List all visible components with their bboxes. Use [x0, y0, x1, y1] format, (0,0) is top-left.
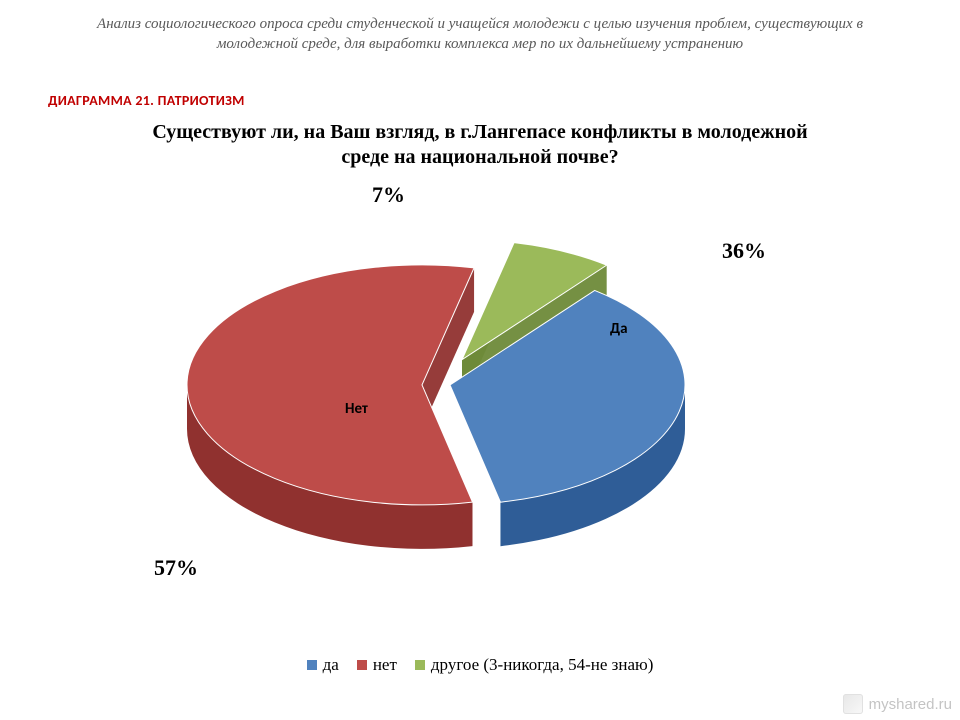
section-label: ДИАГРАММА 21. ПАТРИОТИЗМ [48, 92, 245, 109]
slice-label-net: Нет [345, 400, 368, 418]
pie-chart-3d [130, 175, 770, 605]
legend-item: нет [357, 655, 397, 675]
legend-text: нет [373, 655, 397, 675]
slice-label-da: Да [610, 320, 628, 338]
chart-legend: да нет другое (3-никогда, 54-не знаю) [0, 655, 960, 675]
watermark: myshared.ru [843, 694, 952, 714]
legend-text: другое (3-никогда, 54-не знаю) [431, 655, 654, 675]
legend-swatch [415, 660, 425, 670]
legend-text: да [323, 655, 339, 675]
legend-item: да [307, 655, 339, 675]
slide: Анализ социологического опроса среди сту… [0, 0, 960, 720]
header-subtitle: Анализ социологического опроса среди сту… [0, 14, 960, 55]
watermark-icon [843, 694, 863, 714]
pie-svg [130, 175, 770, 605]
watermark-text: myshared.ru [869, 696, 952, 713]
legend-swatch [307, 660, 317, 670]
pct-label-drugoe: 7% [372, 182, 405, 208]
chart-title: Существуют ли, на Ваш взгляд, в г.Лангеп… [0, 120, 960, 170]
legend-swatch [357, 660, 367, 670]
pct-label-net: 57% [154, 555, 198, 581]
legend-item: другое (3-никогда, 54-не знаю) [415, 655, 654, 675]
pct-label-da: 36% [722, 238, 766, 264]
